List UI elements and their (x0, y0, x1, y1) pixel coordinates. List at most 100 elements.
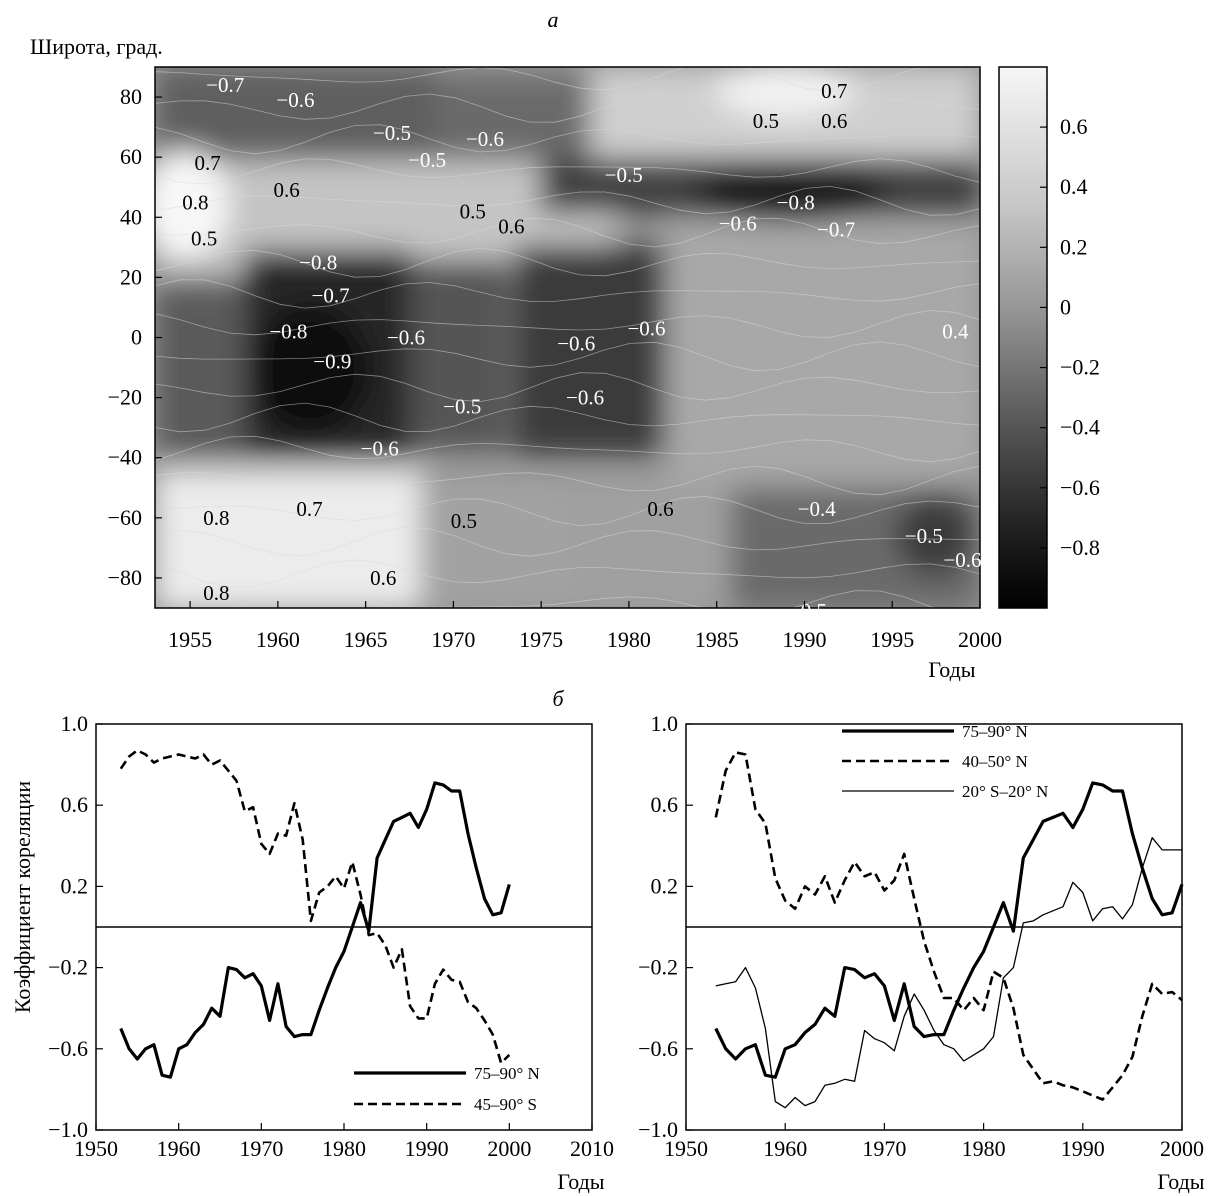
region-south-mid (420, 480, 560, 608)
contour-line (155, 158, 980, 185)
contour-label-30: 0.5 (451, 509, 477, 533)
contour-label-28: 0.8 (203, 506, 229, 530)
contour-label-9: 0.5 (460, 199, 486, 223)
region-tropics-late-light (665, 225, 980, 480)
region-south-late (560, 480, 740, 608)
y-tick-label-3: 20 (120, 264, 142, 289)
x-tick-label-5: 1980 (607, 627, 651, 652)
contour-line (155, 526, 980, 557)
contour-label-32: −0.4 (798, 497, 837, 521)
x-tick-label-2: 1970 (862, 1136, 906, 1161)
legend-label-1: 40–50° N (962, 752, 1028, 771)
colorbar-tick-label-3: 0 (1060, 294, 1071, 319)
x-tick-label-1: 1960 (256, 627, 300, 652)
region-midlat-peak (155, 150, 230, 260)
region-midlat-dark-core (695, 160, 885, 220)
region-north-late-peak (715, 67, 855, 118)
y-tick-label-1: 0.6 (651, 792, 679, 817)
y-tick-label-5: −20 (108, 385, 142, 410)
y-tick-label-4: −0.6 (638, 1036, 678, 1061)
x-tick-label-4: 1975 (519, 627, 563, 652)
x-tick-label-3: 1980 (962, 1136, 1006, 1161)
contour-label-11: −0.5 (605, 163, 643, 187)
contour-label-37: 0.4 (942, 319, 969, 343)
x-tick-label-0: 1950 (74, 1136, 118, 1161)
legend-label-0: 75–90° N (962, 722, 1028, 741)
panel-b-y-axis-label: Коэффициент кореляции (10, 781, 35, 1013)
colorbar-tick-label-4: −0.2 (1060, 355, 1100, 380)
contour-label-21: −0.9 (313, 350, 351, 374)
contour-label-16: −0.6 (719, 211, 757, 235)
x-tick-label-0: 1955 (168, 627, 212, 652)
contour-label-18: −0.8 (299, 250, 337, 274)
contour-label-24: −0.6 (627, 316, 665, 340)
legend-label-2: 20° S–20° N (962, 782, 1048, 801)
x-tick-label-6: 1985 (695, 627, 739, 652)
panel-a-y-axis-label: Широта, град. (30, 34, 163, 59)
contour-line (155, 341, 980, 372)
colorbar-tick-label-7: −0.8 (1060, 535, 1100, 560)
y-tick-label-3: −0.2 (638, 955, 678, 980)
y-tick-label-3: −0.2 (48, 955, 88, 980)
series-line-0 (714, 781, 1184, 1079)
contour-label-0: −0.7 (206, 73, 244, 97)
region-tropics-core (250, 305, 370, 435)
contour-line (155, 247, 980, 278)
region-north-mid (435, 75, 595, 160)
contour-label-23: −0.6 (557, 332, 595, 356)
contour-label-17: −0.7 (817, 217, 855, 241)
contour-label-27: −0.6 (361, 437, 399, 461)
x-tick-label-4: 1990 (405, 1136, 449, 1161)
colorbar-ticks: 0.6 0.4 0.2 0 −0.2 −0.4 −0.6 −0.8 (1040, 114, 1100, 560)
heatmap-regions (155, 67, 980, 608)
contour-line (155, 559, 980, 588)
contour-label-25: −0.6 (566, 386, 604, 410)
y-tick-label-6: −40 (108, 445, 142, 470)
colorbar-tick-label-5: −0.4 (1060, 415, 1100, 440)
y-tick-label-2: 0.2 (61, 873, 89, 898)
x-tick-label-1: 1960 (157, 1136, 201, 1161)
y-tick-label-0: 80 (120, 84, 142, 109)
y-tick-label-1: 60 (120, 144, 142, 169)
contour-label-13: 0.5 (753, 109, 779, 133)
x-tick-label-3: 1970 (431, 627, 475, 652)
x-tick-label-7: 1990 (782, 627, 826, 652)
contour-line (155, 372, 980, 403)
panel-b-right-x-axis-label: Годы (1157, 1169, 1204, 1194)
y-tick-label-5: −1.0 (48, 1117, 88, 1142)
contour-label-6: 0.6 (274, 178, 300, 202)
y-tick-label-4: 0 (131, 325, 142, 350)
colorbar-tick-label-0: 0.6 (1060, 114, 1088, 139)
contour-label-4: −0.5 (408, 148, 446, 172)
contour-label-10: 0.6 (498, 214, 524, 238)
y-tick-label-0: 1.0 (61, 711, 89, 736)
contour-label-26: −0.5 (443, 395, 481, 419)
x-tick-label-0: 1950 (664, 1136, 708, 1161)
contour-label-22: −0.6 (387, 326, 425, 350)
x-tick-label-8: 1995 (870, 627, 914, 652)
region-north-early (155, 67, 435, 162)
x-tick-label-3: 1980 (322, 1136, 366, 1161)
x-tick-label-5: 2000 (1160, 1136, 1204, 1161)
contour-line (155, 185, 980, 216)
legend: 75–90° N 40–50° N 20° S–20° N (842, 722, 1048, 801)
region-tropics-second (515, 245, 665, 455)
contour-label-12: 0.7 (821, 79, 847, 103)
x-tick-label-2: 1965 (344, 627, 388, 652)
panel-a-letter: а (548, 7, 559, 32)
contour-label-19: −0.7 (311, 283, 349, 307)
series-line-1 (119, 749, 511, 1065)
contour-line (155, 124, 980, 155)
colorbar-tick-label-6: −0.6 (1060, 475, 1100, 500)
heatmap-axes: 1955 1960 1965 1970 1975 1980 1985 1990 1995 20 0 0… (108, 84, 1002, 652)
contour-labels: −0.7 −0.6 −0.5 −0.6 −0.5 0.7 0.6 0.8 0.5 0.5 0.6 −0… (182, 73, 981, 623)
contour-line (155, 93, 980, 123)
contour-label-1: −0.6 (276, 88, 314, 112)
contour-label-20: −0.8 (269, 319, 307, 343)
y-tick-label-4: −0.6 (48, 1036, 88, 1061)
contour-label-38: −0.5 (789, 599, 827, 623)
contour-label-7: 0.8 (182, 190, 208, 214)
x-tick-label-1: 1960 (763, 1136, 807, 1161)
region-south-early-light (155, 470, 425, 608)
